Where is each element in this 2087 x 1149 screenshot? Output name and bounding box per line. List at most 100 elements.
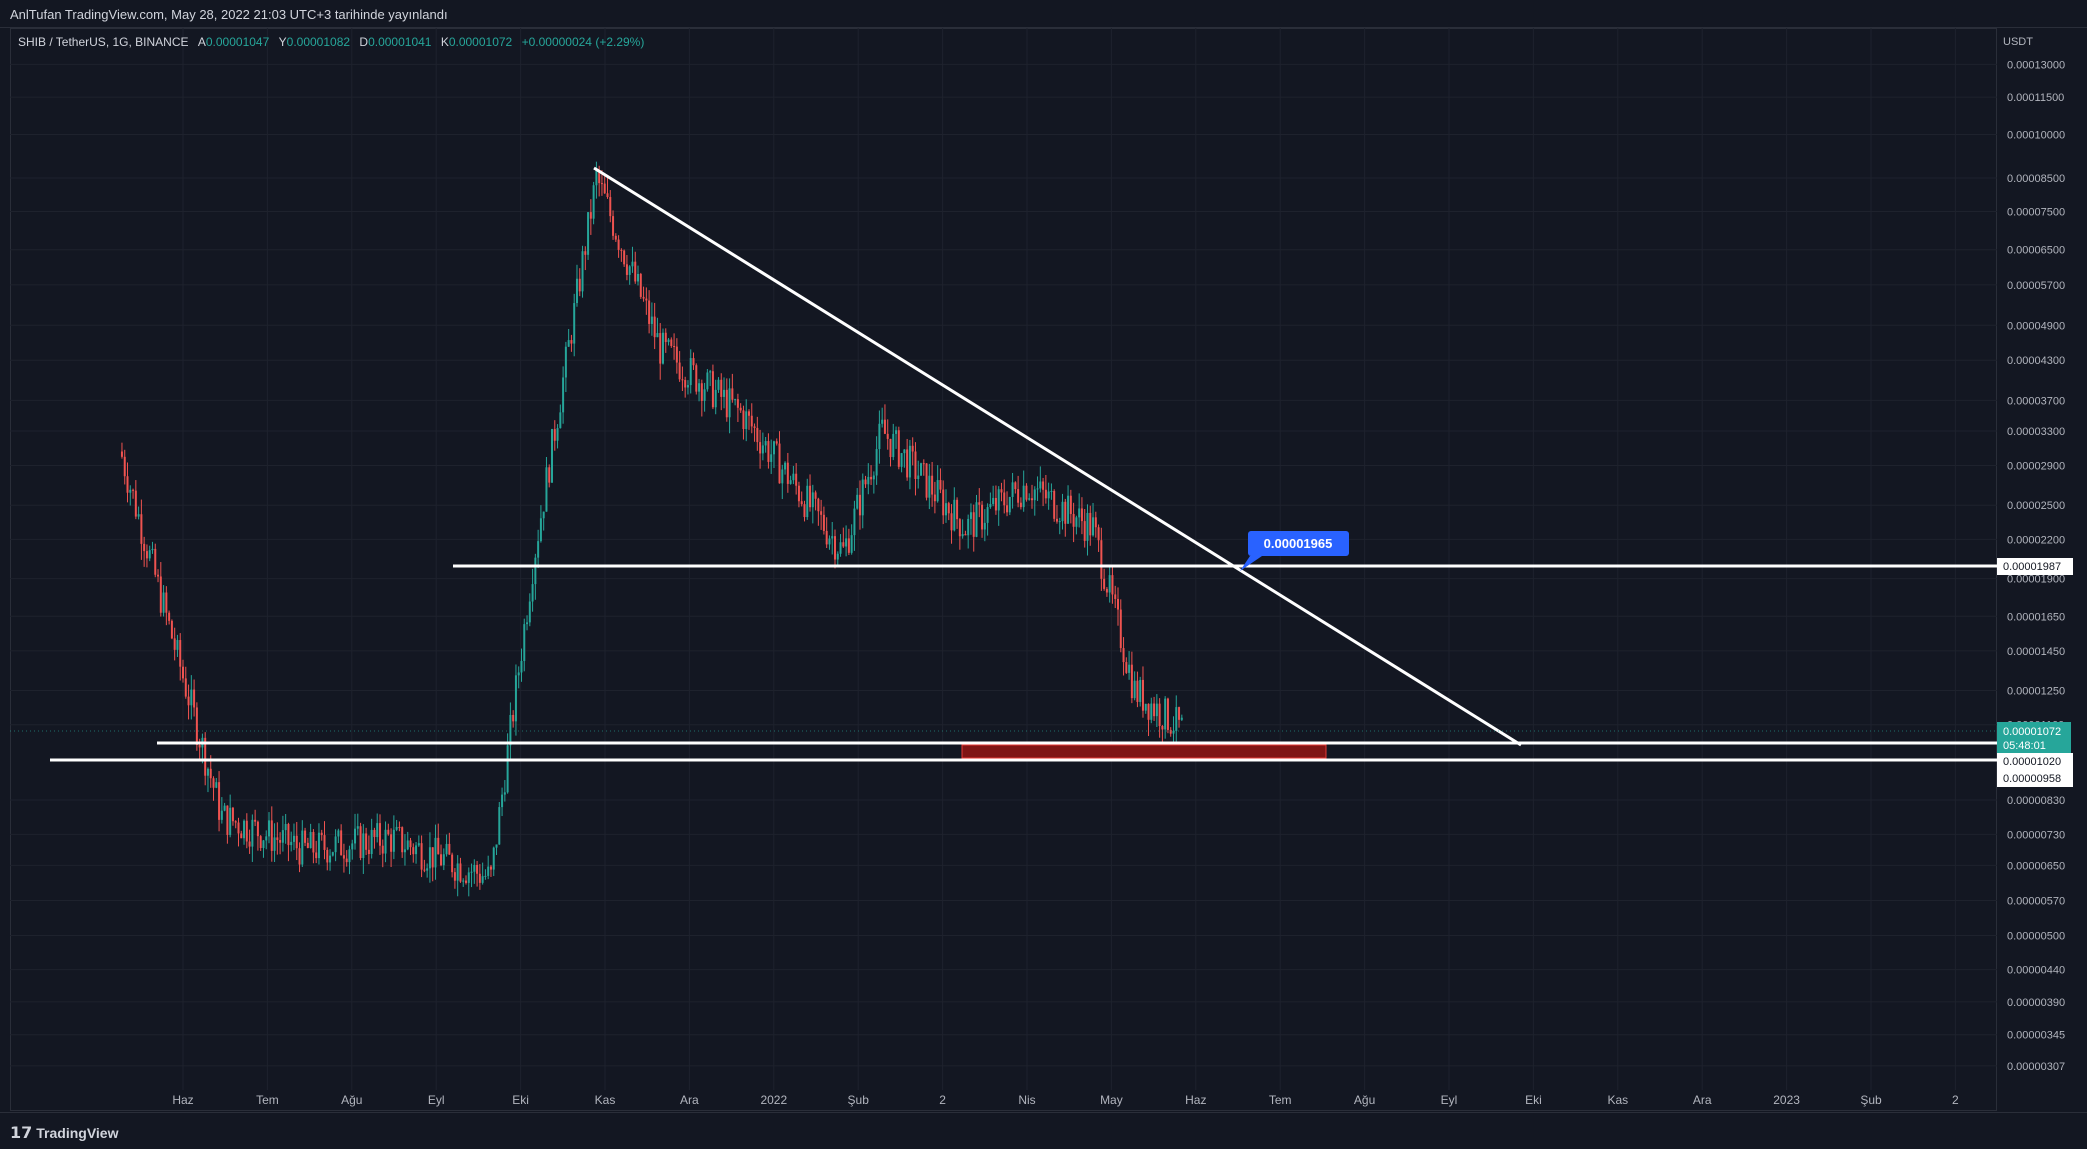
candle-body (589, 212, 592, 219)
candle-body (772, 441, 775, 455)
price-chart[interactable]: 0.00001965 USDT 0.00013000 0.00011500 0.00… (0, 0, 2087, 1112)
tradingview-logo-icon: 𝟭𝟳 (10, 1125, 33, 1142)
candle-body (775, 441, 778, 444)
candle-body (623, 250, 626, 265)
candle-body (634, 261, 637, 282)
candle-body (617, 239, 620, 250)
candle-body (165, 592, 168, 613)
candle-body (875, 449, 878, 476)
candle-body (190, 689, 193, 706)
candle-body (545, 467, 548, 512)
candle-body (920, 463, 923, 476)
candle-body (781, 469, 784, 484)
candle-body (648, 300, 651, 324)
candle-body (509, 714, 512, 746)
candle-body (870, 476, 873, 480)
candle-body (567, 340, 570, 347)
candle-body (434, 837, 437, 868)
candle-body (320, 832, 323, 836)
current-price-tag-bg (1997, 722, 2071, 753)
candle-body (631, 261, 634, 267)
candle-body (811, 492, 814, 508)
candle-body (961, 534, 964, 537)
candle-body (975, 502, 978, 537)
candle-body (506, 745, 509, 793)
candle-body (523, 624, 526, 662)
candle-body (784, 462, 787, 470)
candle-body (1058, 521, 1061, 523)
candle-body (234, 821, 237, 823)
close-label: K (440, 35, 449, 49)
candle-body (1011, 482, 1014, 497)
candle-body (1000, 489, 1003, 493)
candle-body (381, 845, 384, 854)
candles (120, 161, 1183, 897)
candle-body (148, 550, 151, 559)
candle-body (273, 837, 276, 851)
candle-body (692, 358, 695, 366)
time-tick-label: Kas (595, 1093, 616, 1107)
candle-body (492, 847, 495, 870)
chart-pane[interactable] (10, 28, 1997, 1111)
candle-body (1089, 512, 1092, 536)
candle-body (711, 371, 714, 408)
candle-body (845, 538, 848, 547)
currency-label: USDT (2003, 36, 2033, 48)
candle-body (956, 499, 959, 520)
tradingview-logo[interactable]: 𝟭𝟳 TradingView (10, 1123, 118, 1143)
candle-body (734, 399, 737, 401)
candle-body (564, 346, 567, 378)
candle-body (800, 501, 803, 505)
candle-body (1036, 488, 1039, 490)
candle-body (581, 251, 584, 292)
level-lower-tag: 0.00000958 (2003, 773, 2061, 785)
countdown-tag: 05:48:01 (2003, 740, 2046, 752)
candle-body (1028, 498, 1031, 500)
candle-body (886, 433, 889, 439)
price-tick-label: 0.00006500 (2007, 245, 2065, 257)
candle-body (392, 829, 395, 852)
candle-body (168, 612, 171, 621)
candle-body (650, 316, 653, 324)
candle-body (742, 410, 745, 430)
candle-body (306, 842, 309, 848)
candle-body (539, 518, 542, 542)
candle-body (689, 358, 692, 386)
candle-body (551, 429, 554, 483)
candle-body (1080, 508, 1083, 522)
candle-body (897, 430, 900, 467)
candle-body (600, 183, 603, 185)
candle-body (725, 389, 728, 418)
candle-body (1158, 703, 1161, 726)
candle-body (1014, 482, 1017, 490)
candle-body (268, 820, 271, 837)
price-tick-label: 0.00002900 (2007, 461, 2065, 473)
candle-body (895, 430, 898, 434)
candle-body (1178, 707, 1181, 720)
candle-body (517, 672, 520, 676)
candle-body (950, 513, 953, 531)
candle-body (1064, 501, 1067, 524)
candle-body (1114, 594, 1117, 599)
candle-body (992, 497, 995, 504)
candle-body (276, 837, 279, 841)
candle-body (409, 840, 412, 848)
candle-body (1044, 489, 1047, 499)
candle-body (370, 829, 373, 855)
candle-body (401, 827, 404, 853)
symbol-legend[interactable]: SHIB / TetherUS, 1G, BINANCE A0.00001047… (18, 35, 644, 49)
candle-body (1083, 521, 1086, 541)
candle-body (817, 498, 820, 512)
intersection-callout[interactable]: 0.00001965 (1240, 531, 1349, 571)
candle-body (362, 833, 365, 859)
candle-body (476, 864, 479, 874)
candle-body (312, 831, 315, 853)
candle-body (220, 810, 223, 820)
candle-body (1108, 575, 1111, 593)
candle-body (151, 548, 154, 551)
candle-body (534, 557, 537, 585)
candle-body (459, 863, 462, 882)
candle-body (767, 441, 770, 462)
candle-body (1061, 501, 1064, 522)
candle-body (878, 423, 881, 450)
